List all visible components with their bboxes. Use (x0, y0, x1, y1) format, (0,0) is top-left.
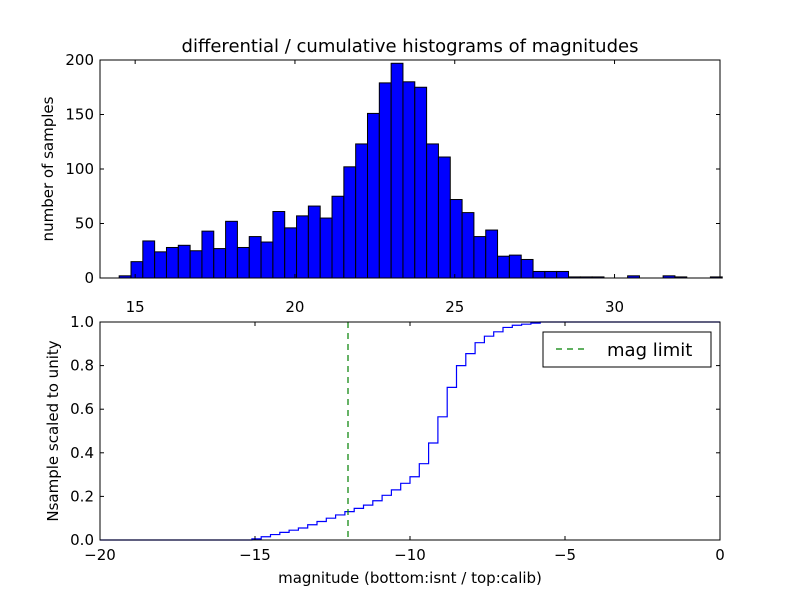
cumulative-x-tick-label: −15 (239, 546, 271, 564)
histogram-y-tick-label: 100 (65, 160, 94, 178)
histogram-bar (130, 261, 144, 279)
cumulative-x-axis-label: magnitude (bottom:isnt / top:calib) (278, 569, 542, 587)
histogram-bar (319, 217, 333, 279)
histogram-bar (284, 227, 298, 279)
histogram-bar (532, 270, 546, 279)
cumulative-panel: −20 −15 −10 −5 0 0.0 0.2 0.4 0.6 0.8 1.0 Nsample s… (44, 313, 725, 587)
histogram-bar (355, 143, 368, 279)
histogram-bar (165, 246, 179, 279)
histogram-bar (366, 112, 380, 279)
histogram-bar (390, 62, 404, 279)
histogram-bar (426, 143, 439, 279)
cumulative-y-tick-label: 0.4 (70, 444, 94, 462)
chart-title: differential / cumulative histograms of … (182, 36, 639, 57)
histogram-bar (520, 258, 534, 279)
histogram-bar (437, 156, 451, 279)
histogram-bar (508, 254, 522, 279)
histogram-bar (461, 212, 475, 279)
legend: mag limit (542, 331, 712, 368)
histogram-bar (378, 82, 392, 279)
histogram-bar (213, 248, 227, 279)
cumulative-plot-lines (100, 321, 720, 541)
histogram-bar (225, 220, 238, 279)
histogram-bar (414, 86, 428, 279)
histogram-bar (402, 81, 416, 279)
cumulative-ticks: −20 −15 −10 −5 0 0.0 0.2 0.4 0.6 0.8 1.0 (70, 313, 725, 564)
histogram-bar (260, 241, 274, 279)
histogram-bar (497, 255, 510, 279)
cumulative-y-tick-label: 0.2 (70, 487, 94, 505)
histogram-bar (154, 251, 167, 279)
legend-entry-mag-limit: mag limit (607, 340, 692, 361)
histogram-bar (343, 166, 357, 279)
histogram-bar (485, 229, 499, 279)
histogram-bar (272, 211, 286, 279)
histogram-bar (473, 236, 487, 279)
histogram-y-tick-label: 150 (65, 106, 94, 124)
cumulative-y-tick-label: 0.8 (70, 357, 94, 375)
histogram-bar (331, 195, 345, 279)
histogram-x-tick-label: 15 (126, 298, 145, 316)
histogram-bar (544, 270, 558, 279)
histogram-bar (307, 205, 321, 279)
histogram-bar (142, 240, 156, 279)
cumulative-x-tick-label: −20 (84, 546, 116, 564)
histogram-y-tick-label: 50 (75, 215, 94, 233)
histogram-bar (236, 246, 250, 279)
histogram-y-axis-label: number of samples (39, 96, 57, 241)
histogram-x-tick-label: 25 (445, 298, 464, 316)
cumulative-step-line (100, 321, 720, 541)
cumulative-x-tick-label: −5 (554, 546, 576, 564)
histogram-bar (248, 236, 262, 279)
histogram-panel: differential / cumulative histograms of … (39, 36, 723, 316)
histogram-bar (449, 199, 463, 279)
cumulative-y-axis-label: Nsample scaled to unity (44, 340, 62, 521)
histogram-y-tick-label: 200 (65, 51, 94, 69)
histogram-y-tick-label: 0 (84, 269, 94, 287)
histogram-bar (177, 244, 191, 279)
histogram-x-tick-label: 30 (605, 298, 624, 316)
histogram-bar (556, 270, 570, 279)
cumulative-y-tick-label: 1.0 (70, 313, 94, 331)
histogram-ticks: 15 20 25 30 0 50 100 150 200 (65, 51, 720, 316)
histogram-x-tick-label: 20 (285, 298, 304, 316)
histogram-bar (189, 250, 203, 279)
histogram-bar (296, 215, 309, 279)
histogram-bar (201, 230, 215, 279)
cumulative-x-tick-label: 0 (715, 546, 725, 564)
cumulative-y-tick-label: 0.0 (70, 531, 94, 549)
cumulative-y-tick-label: 0.6 (70, 400, 94, 418)
cumulative-x-tick-label: −10 (394, 546, 426, 564)
